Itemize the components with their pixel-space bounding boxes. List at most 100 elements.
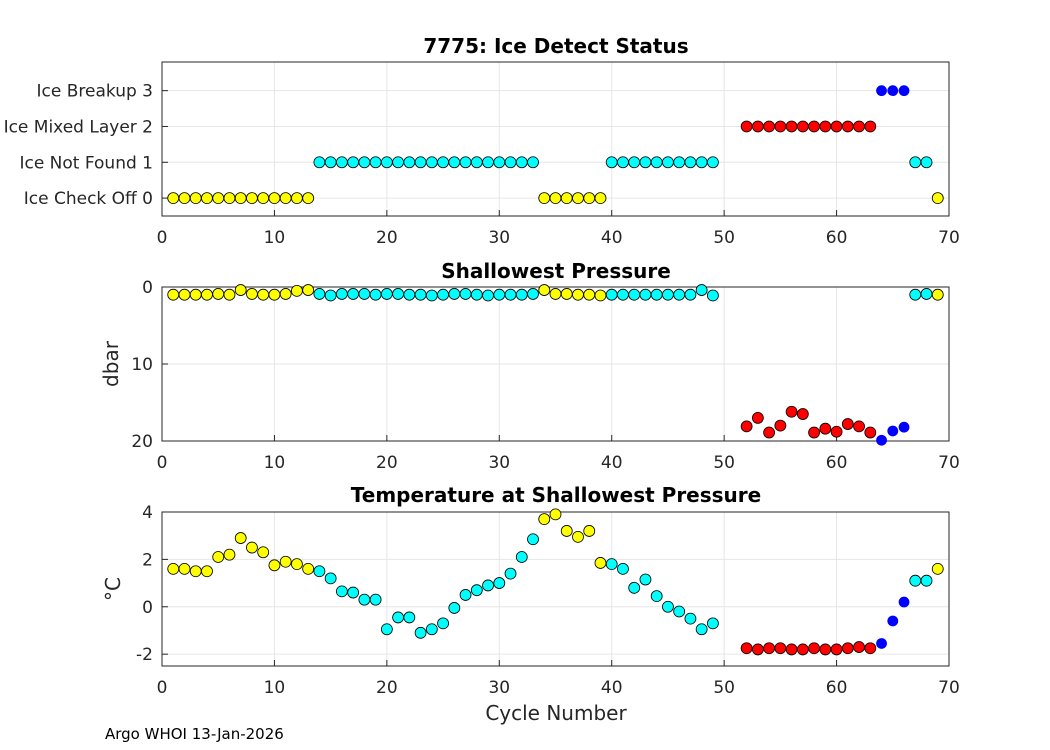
temperature-panel: Temperature at Shallowest Pressure 0 10 20… (101, 483, 960, 725)
data-point-ice-mixed-layer (740, 420, 753, 433)
data-point-ice-mixed-layer (785, 643, 798, 656)
data-point-ice-not-found (628, 156, 641, 169)
data-point-ice-not-found (459, 156, 472, 169)
data-point-ice-not-found (662, 600, 674, 613)
x-tick-label: 40 (601, 228, 623, 248)
data-point-ice-not-found (380, 288, 393, 300)
data-point-ice-not-found (358, 593, 371, 606)
data-point-ice-mixed-layer (785, 405, 798, 418)
data-point-ice-mixed-layer (864, 120, 877, 133)
data-point-ice-not-found (628, 581, 641, 594)
data-point-ice-not-found (313, 156, 326, 169)
data-point-ice-not-found (347, 586, 360, 599)
data-point-ice-check-off (549, 508, 562, 521)
data-point-ice-check-off (246, 541, 258, 554)
data-point-ice-check-off (189, 288, 202, 301)
data-point-ice-not-found (909, 574, 922, 587)
data-point-ice-check-off (572, 288, 584, 301)
x-tick-label: 10 (264, 453, 286, 473)
x-tick-label: 10 (264, 678, 286, 698)
data-point-ice-check-off (549, 192, 562, 204)
data-point-ice-check-off (279, 192, 292, 204)
data-point-ice-check-off (538, 513, 551, 526)
data-point-ice-not-found (504, 288, 517, 301)
data-point-ice-check-off (583, 288, 596, 301)
data-point-ice-check-off (257, 288, 270, 301)
data-point-ice-not-found (347, 156, 360, 169)
data-point-ice-check-off (583, 192, 596, 204)
data-point-ice-not-found (673, 156, 686, 169)
data-point-ice-check-off (572, 530, 584, 543)
data-point-ice-check-off (279, 288, 292, 300)
ice-detect-status-title: 7775: Ice Detect Status (423, 34, 688, 58)
data-point-ice-check-off (257, 546, 270, 559)
data-point-ice-mixed-layer (819, 643, 832, 656)
data-point-ice-not-found (662, 156, 674, 169)
data-point-ice-check-off (538, 284, 551, 296)
x-tick-label: 50 (713, 228, 735, 248)
data-point-ice-not-found (527, 288, 539, 300)
data-point-ice-not-found (920, 156, 933, 169)
data-point-ice-not-found (425, 289, 438, 302)
temperature-title: Temperature at Shallowest Pressure (351, 483, 761, 507)
data-point-ice-mixed-layer (774, 120, 787, 133)
data-point-ice-not-found (369, 156, 382, 169)
data-point-ice-check-off (931, 192, 944, 204)
data-point-ice-not-found (605, 156, 618, 169)
data-point-ice-not-found (628, 288, 641, 301)
data-point-ice-check-off (201, 565, 213, 578)
data-point-ice-mixed-layer (853, 420, 865, 433)
data-point-ice-mixed-layer (785, 120, 798, 133)
data-point-ice-check-off (223, 288, 236, 301)
data-point-ice-not-found (335, 288, 348, 300)
data-point-ice-check-off (189, 192, 202, 204)
x-tick-label: 20 (376, 228, 398, 248)
data-point-ice-not-found (605, 288, 618, 301)
data-point-ice-mixed-layer (763, 120, 776, 133)
y-tick-label: 20 (131, 432, 153, 452)
x-tick-label: 60 (826, 678, 848, 698)
data-point-ice-not-found (515, 288, 528, 301)
data-point-ice-not-found (707, 156, 719, 169)
data-point-ice-not-found (527, 156, 539, 169)
data-point-ice-check-off (572, 192, 584, 204)
data-point-ice-not-found (605, 558, 618, 571)
data-point-ice-mixed-layer (841, 418, 854, 430)
data-point-ice-mixed-layer (853, 120, 865, 133)
data-point-ice-mixed-layer (808, 642, 820, 655)
data-point-ice-check-off (178, 192, 191, 204)
data-point-ice-not-found (403, 611, 416, 624)
data-point-ice-breakup (898, 85, 910, 97)
data-point-ice-not-found (392, 611, 405, 624)
y-tick-label: Ice Breakup 3 (37, 82, 154, 102)
data-point-ice-not-found (650, 156, 663, 169)
shallowest-pressure-panel: Shallowest Pressure 0 10 20 30 40 50 60 70 0 10 20… (99, 259, 960, 473)
data-point-ice-not-found (639, 288, 652, 301)
data-point-ice-not-found (909, 288, 922, 301)
data-point-ice-not-found (324, 289, 337, 302)
data-point-ice-not-found (335, 156, 348, 169)
data-point-ice-mixed-layer (751, 120, 764, 133)
data-point-ice-not-found (369, 593, 382, 606)
data-point-ice-not-found (650, 590, 663, 603)
y-tick-label: 0 (142, 598, 153, 618)
data-point-ice-not-found (437, 156, 449, 169)
data-point-ice-not-found (335, 585, 348, 598)
data-point-ice-mixed-layer (819, 120, 832, 133)
data-point-ice-not-found (448, 602, 461, 614)
data-point-ice-not-found (493, 156, 506, 169)
footer-credit: Argo WHOI 13-Jan-2026 (105, 725, 284, 743)
data-point-ice-mixed-layer (830, 120, 843, 133)
data-point-ice-check-off (268, 288, 281, 301)
data-point-ice-not-found (909, 156, 922, 169)
x-tick-label: 10 (264, 228, 286, 248)
data-point-ice-check-off (201, 288, 213, 301)
data-point-ice-not-found (695, 284, 708, 296)
data-point-ice-not-found (684, 288, 697, 301)
data-point-ice-check-off (167, 562, 180, 575)
data-point-ice-not-found (313, 288, 326, 300)
data-point-ice-check-off (594, 289, 607, 302)
data-point-ice-not-found (482, 579, 494, 592)
data-point-ice-check-off (291, 192, 303, 204)
